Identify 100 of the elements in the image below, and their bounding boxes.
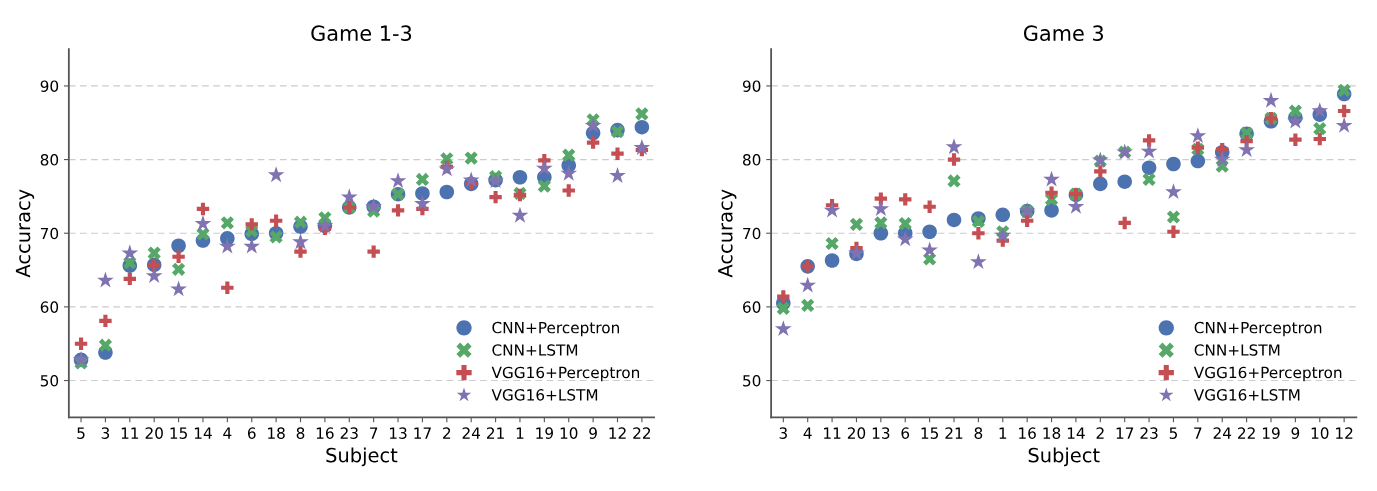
point xyxy=(511,206,529,223)
point xyxy=(196,202,210,216)
point xyxy=(537,179,551,193)
point xyxy=(462,171,480,188)
y-tick-label: 90 xyxy=(40,80,59,92)
point xyxy=(1166,156,1181,172)
point xyxy=(99,314,112,328)
point xyxy=(1311,102,1329,119)
point xyxy=(170,280,187,297)
point xyxy=(1238,141,1255,158)
point xyxy=(1020,214,1034,227)
y-tick-label: 50 xyxy=(40,374,59,387)
point xyxy=(1190,153,1206,169)
point xyxy=(947,174,961,188)
point xyxy=(899,193,912,206)
point xyxy=(1165,183,1182,200)
legend-label: CNN+LSTM xyxy=(492,344,578,356)
x-tick-label: 11 xyxy=(121,427,139,439)
point xyxy=(145,267,163,284)
point xyxy=(172,250,185,263)
point xyxy=(609,166,626,183)
legend-label: VGG16+Perceptron xyxy=(1193,366,1342,382)
x-tick-label: 22 xyxy=(633,427,651,439)
point xyxy=(1094,165,1107,178)
x-tick-label: 19 xyxy=(536,427,553,439)
point xyxy=(440,152,454,166)
x-tick-label: 18 xyxy=(1043,427,1061,439)
x-tick-label: 17 xyxy=(414,427,431,439)
x-tick-label: 12 xyxy=(1336,427,1353,439)
x-tick-label: 15 xyxy=(170,427,187,439)
x-tick-label: 2 xyxy=(1096,427,1104,439)
point xyxy=(196,227,210,241)
point xyxy=(1262,91,1280,108)
legend-label: CNN+LSTM xyxy=(1194,344,1280,356)
point xyxy=(220,216,234,230)
point xyxy=(1043,170,1060,187)
point xyxy=(1141,160,1157,175)
x-tick-label: 20 xyxy=(145,427,163,439)
y-tick-label: 60 xyxy=(743,301,761,313)
point xyxy=(1044,203,1059,218)
legend-label: VGG16+Perceptron xyxy=(491,366,640,382)
point xyxy=(898,217,912,231)
point xyxy=(946,212,962,228)
point xyxy=(194,214,212,231)
point xyxy=(611,147,624,160)
point xyxy=(1093,176,1108,192)
point xyxy=(945,138,963,155)
point xyxy=(995,207,1011,223)
x-tick-label: 18 xyxy=(268,427,285,439)
x-tick-label: 24 xyxy=(462,427,481,439)
x-tick-label: 21 xyxy=(945,427,963,439)
x-tick-label: 3 xyxy=(101,427,110,439)
x-tick-label: 14 xyxy=(1067,427,1085,439)
point xyxy=(243,237,261,254)
point xyxy=(414,194,431,211)
point xyxy=(849,217,864,231)
point xyxy=(1167,225,1180,238)
point xyxy=(1313,122,1327,136)
point xyxy=(171,262,186,276)
point xyxy=(562,148,576,162)
point xyxy=(824,253,840,268)
point xyxy=(1337,83,1351,97)
x-tick-label: 6 xyxy=(247,427,256,439)
x-tick-label: 8 xyxy=(974,427,983,439)
point xyxy=(635,107,649,121)
point xyxy=(921,241,938,258)
point xyxy=(74,337,88,350)
point xyxy=(562,184,575,197)
x-tick-label: 1 xyxy=(999,427,1007,439)
point xyxy=(874,216,888,230)
point xyxy=(97,271,114,288)
x-tick-label: 8 xyxy=(296,427,305,439)
legend-label: VGG16+LSTM xyxy=(1193,389,1300,401)
point xyxy=(872,200,890,217)
y-tick-label: 70 xyxy=(743,227,761,240)
point xyxy=(922,224,937,240)
x-tick-label: 13 xyxy=(872,427,890,439)
point xyxy=(1045,186,1058,199)
x-axis-title: Subject xyxy=(326,447,398,467)
point xyxy=(340,188,358,205)
x-tick-label: 6 xyxy=(901,427,910,439)
chart-title: Game 1-3 xyxy=(311,25,412,42)
x-tick-label: 4 xyxy=(223,427,232,439)
x-tick-label: 9 xyxy=(1291,427,1300,439)
x-tick-label: 14 xyxy=(194,427,212,439)
point xyxy=(389,172,407,189)
x-tick-label: 7 xyxy=(1194,427,1202,439)
point xyxy=(267,166,285,183)
x-tick-label: 9 xyxy=(589,427,597,439)
point xyxy=(269,214,283,227)
point xyxy=(123,272,137,286)
x-tick-label: 12 xyxy=(609,427,626,439)
point xyxy=(535,159,553,176)
x-tick-label: 3 xyxy=(779,427,787,439)
x-tick-label: 15 xyxy=(921,427,938,439)
x-tick-label: 21 xyxy=(486,427,504,439)
point xyxy=(777,290,790,303)
point xyxy=(634,119,650,135)
point xyxy=(1142,134,1156,147)
x-tick-label: 13 xyxy=(390,427,407,439)
